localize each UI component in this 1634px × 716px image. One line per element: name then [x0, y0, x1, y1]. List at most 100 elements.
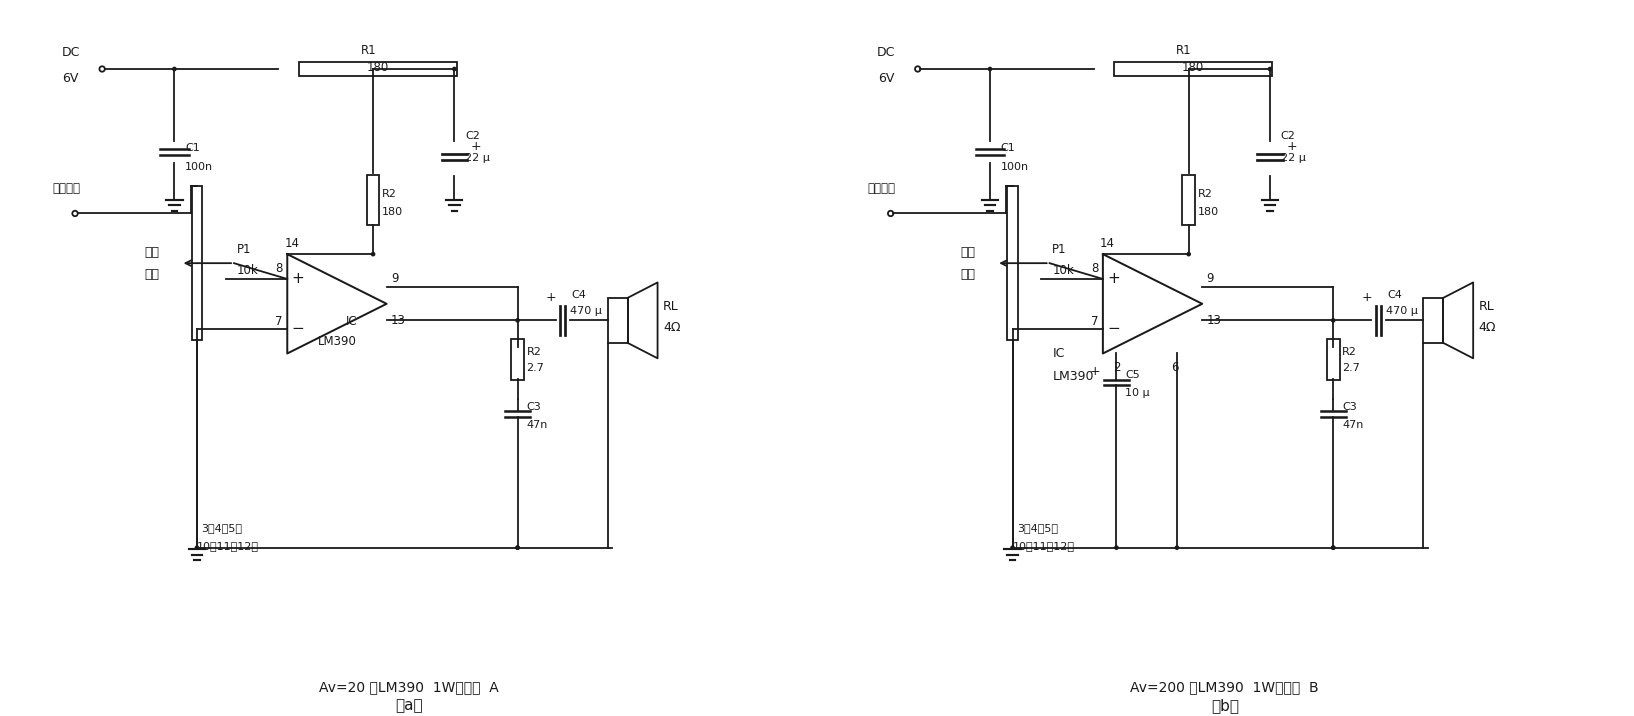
Text: 180: 180	[1198, 207, 1219, 217]
Text: C3: C3	[1342, 402, 1356, 412]
Circle shape	[453, 67, 456, 71]
Text: 9: 9	[1208, 271, 1214, 285]
Text: 6: 6	[1172, 361, 1178, 374]
Text: 音量: 音量	[144, 246, 160, 258]
Text: C2: C2	[466, 131, 480, 141]
Circle shape	[1268, 67, 1271, 71]
Text: 180: 180	[382, 207, 404, 217]
Text: P1: P1	[237, 243, 252, 256]
Circle shape	[1332, 546, 1335, 549]
Circle shape	[1332, 546, 1335, 549]
Text: 6V: 6V	[877, 72, 894, 84]
Text: 14: 14	[1100, 237, 1114, 250]
Text: +: +	[292, 271, 304, 286]
Text: R2: R2	[1342, 347, 1358, 357]
Text: +: +	[1090, 365, 1100, 378]
Text: 调节: 调节	[144, 268, 160, 281]
Circle shape	[887, 211, 894, 216]
Text: Av=20 的LM390  1W放大器  A: Av=20 的LM390 1W放大器 A	[319, 681, 498, 695]
Text: 100n: 100n	[185, 162, 214, 172]
Text: LM390: LM390	[1054, 369, 1095, 382]
Bar	[608, 298, 627, 343]
Text: R1: R1	[361, 44, 376, 57]
FancyBboxPatch shape	[366, 175, 379, 225]
Text: 4Ω: 4Ω	[1479, 321, 1497, 334]
Text: RL: RL	[663, 300, 678, 314]
Text: 13: 13	[1208, 314, 1222, 327]
Text: R1: R1	[1176, 44, 1191, 57]
Text: IC: IC	[346, 315, 358, 329]
Text: C4: C4	[1387, 290, 1402, 300]
Text: 10、11、12脚: 10、11、12脚	[198, 541, 258, 551]
FancyBboxPatch shape	[299, 62, 456, 76]
Text: 3、4、5、: 3、4、5、	[201, 523, 242, 533]
Text: Av=200 的LM390  1W放大器  B: Av=200 的LM390 1W放大器 B	[1131, 681, 1319, 695]
Circle shape	[1175, 546, 1178, 549]
Text: 470 μ: 470 μ	[1386, 306, 1417, 316]
Text: （a）: （a）	[395, 698, 423, 713]
Text: 22 μ: 22 μ	[466, 153, 490, 163]
Text: 14: 14	[284, 237, 299, 250]
Text: 6V: 6V	[62, 72, 78, 84]
Circle shape	[196, 327, 199, 330]
FancyBboxPatch shape	[511, 339, 525, 379]
Bar	[1423, 298, 1443, 343]
Text: 2: 2	[1113, 361, 1121, 374]
Text: 2.7: 2.7	[1342, 363, 1359, 373]
Circle shape	[173, 67, 176, 71]
Text: C2: C2	[1281, 131, 1296, 141]
Text: +: +	[1361, 291, 1373, 304]
Text: +: +	[471, 140, 482, 153]
Circle shape	[1114, 546, 1118, 549]
Text: 180: 180	[1181, 61, 1204, 74]
Text: C3: C3	[526, 402, 541, 412]
Bar	[1007, 186, 1018, 340]
Text: 180: 180	[366, 61, 389, 74]
Circle shape	[516, 319, 520, 322]
Text: R2: R2	[1198, 188, 1212, 198]
FancyBboxPatch shape	[1183, 175, 1194, 225]
Text: 10 μ: 10 μ	[1126, 388, 1150, 398]
FancyBboxPatch shape	[1327, 339, 1340, 379]
Text: 7: 7	[1092, 315, 1098, 328]
Text: 音量: 音量	[961, 246, 975, 258]
Text: R2: R2	[526, 347, 541, 357]
Text: 音频输入: 音频输入	[868, 182, 895, 195]
Circle shape	[1011, 327, 1015, 330]
Text: 9: 9	[391, 271, 399, 285]
Text: C4: C4	[572, 290, 587, 300]
Text: 10k: 10k	[1052, 264, 1074, 277]
Text: 音频输入: 音频输入	[52, 182, 80, 195]
Text: 22 μ: 22 μ	[1281, 153, 1306, 163]
Text: 47n: 47n	[1342, 420, 1364, 430]
Text: R2: R2	[382, 188, 397, 198]
Text: P1: P1	[1052, 243, 1067, 256]
Text: +: +	[1286, 140, 1297, 153]
Circle shape	[1011, 546, 1015, 549]
Circle shape	[516, 546, 520, 549]
Text: 2.7: 2.7	[526, 363, 544, 373]
Text: +: +	[546, 291, 557, 304]
Text: 8: 8	[1092, 261, 1098, 275]
Text: （b）: （b）	[1211, 698, 1239, 713]
Circle shape	[915, 67, 920, 72]
Circle shape	[989, 67, 992, 71]
Text: 4Ω: 4Ω	[663, 321, 680, 334]
Text: DC: DC	[877, 47, 895, 59]
Text: 7: 7	[275, 315, 283, 328]
Text: 13: 13	[391, 314, 405, 327]
Circle shape	[371, 253, 374, 256]
Text: 10、11、12脚: 10、11、12脚	[1013, 541, 1075, 551]
Circle shape	[196, 546, 199, 549]
Circle shape	[1186, 253, 1190, 256]
Text: RL: RL	[1479, 300, 1495, 314]
Text: C1: C1	[185, 143, 199, 153]
FancyBboxPatch shape	[1114, 62, 1273, 76]
Circle shape	[100, 67, 105, 72]
Text: −: −	[1108, 321, 1119, 336]
Text: DC: DC	[62, 47, 80, 59]
Text: 8: 8	[276, 261, 283, 275]
Text: 47n: 47n	[526, 420, 547, 430]
Text: 100n: 100n	[1000, 162, 1029, 172]
Circle shape	[1332, 319, 1335, 322]
